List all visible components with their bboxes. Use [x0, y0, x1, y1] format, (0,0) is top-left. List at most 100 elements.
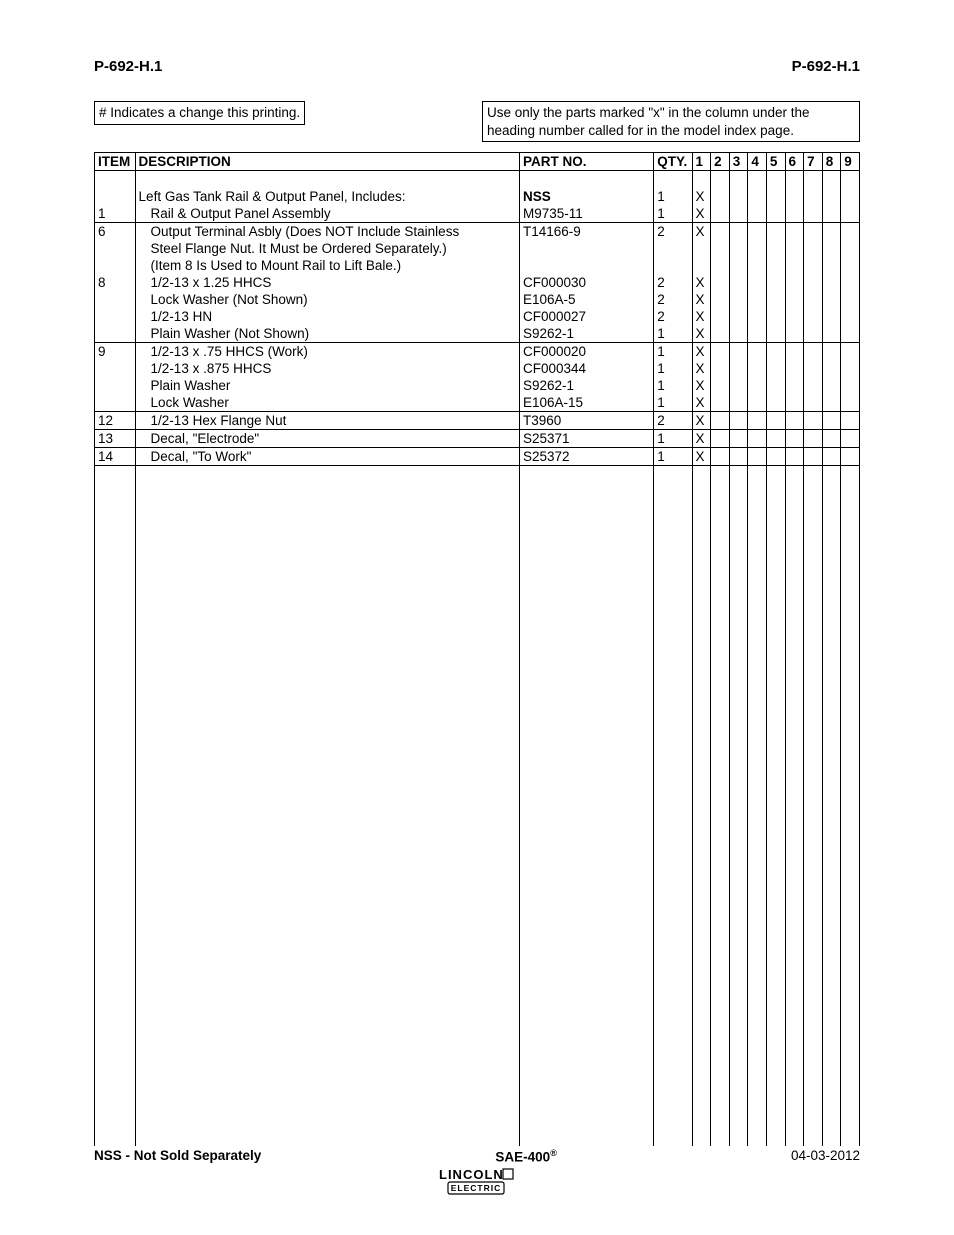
table-head: ITEM DESCRIPTION PART NO. QTY. 1 2 3 4 5… — [95, 153, 860, 171]
cell-mark-9 — [841, 377, 860, 394]
cell-mark-3 — [729, 274, 748, 291]
cell-mark-6 — [785, 223, 804, 241]
cell-mark-5 — [766, 171, 785, 189]
cell-mark-3 — [729, 257, 748, 274]
page-header: P-692-H.1 P-692-H.1 — [94, 58, 860, 75]
registered-icon: ® — [550, 1148, 557, 1158]
cell-qty: 2 — [654, 308, 692, 325]
cell-mark-4 — [748, 257, 767, 274]
cell-mark-5 — [766, 394, 785, 412]
table-row: Plain WasherS9262-11X — [95, 377, 860, 394]
cell-mark-9 — [841, 274, 860, 291]
cell-mark-3 — [729, 360, 748, 377]
parts-page: P-692-H.1 P-692-H.1 # Indicates a change… — [0, 0, 954, 1221]
cell-mark-4 — [748, 343, 767, 361]
cell-mark-8 — [822, 448, 841, 466]
cell-part-no — [519, 240, 653, 257]
cell-mark-1 — [692, 257, 711, 274]
table-row: 1Rail & Output Panel AssemblyM9735-111X — [95, 205, 860, 223]
cell-mark-7 — [804, 205, 823, 223]
filler-cell — [654, 466, 692, 1146]
cell-part-no: T14166-9 — [519, 223, 653, 241]
cell-mark-6 — [785, 394, 804, 412]
cell-mark-8 — [822, 343, 841, 361]
cell-part-no: S25372 — [519, 448, 653, 466]
cell-mark-7 — [804, 430, 823, 448]
cell-mark-9 — [841, 223, 860, 241]
cell-mark-6 — [785, 205, 804, 223]
col-7: 7 — [804, 153, 823, 171]
notes-row: # Indicates a change this printing. Use … — [94, 101, 860, 142]
cell-mark-5 — [766, 188, 785, 205]
cell-mark-5 — [766, 274, 785, 291]
cell-mark-7 — [804, 240, 823, 257]
cell-description: 1/2-13 x .875 HHCS — [135, 360, 519, 377]
cell-mark-8 — [822, 412, 841, 430]
cell-part-no: CF000027 — [519, 308, 653, 325]
col-item: ITEM — [95, 153, 136, 171]
cell-description: Rail & Output Panel Assembly — [135, 205, 519, 223]
table-row: Lock WasherE106A-151X — [95, 394, 860, 412]
cell-qty: 1 — [654, 205, 692, 223]
cell-mark-5 — [766, 343, 785, 361]
cell-mark-1 — [692, 240, 711, 257]
table-row: Left Gas Tank Rail & Output Panel, Inclu… — [95, 188, 860, 205]
cell-part-no: T3960 — [519, 412, 653, 430]
table-row: Lock Washer (Not Shown)E106A-52X — [95, 291, 860, 308]
cell-mark-7 — [804, 257, 823, 274]
cell-description: 1/2-13 Hex Flange Nut — [135, 412, 519, 430]
cell-mark-2 — [711, 394, 730, 412]
cell-mark-7 — [804, 274, 823, 291]
cell-mark-3 — [729, 205, 748, 223]
cell-mark-1: X — [692, 448, 711, 466]
cell-mark-5 — [766, 223, 785, 241]
footer-date: 04-03-2012 — [791, 1148, 860, 1163]
cell-item: 6 — [95, 223, 136, 241]
cell-mark-8 — [822, 257, 841, 274]
cell-item: 13 — [95, 430, 136, 448]
col-part: PART NO. — [519, 153, 653, 171]
cell-description: Steel Flange Nut. It Must be Ordered Sep… — [135, 240, 519, 257]
cell-mark-1: X — [692, 188, 711, 205]
cell-description: 1/2-13 x 1.25 HHCS — [135, 274, 519, 291]
cell-mark-4 — [748, 291, 767, 308]
cell-mark-9 — [841, 343, 860, 361]
cell-mark-8 — [822, 223, 841, 241]
header-left: P-692-H.1 — [94, 58, 162, 75]
cell-mark-6 — [785, 343, 804, 361]
cell-mark-3 — [729, 377, 748, 394]
cell-mark-2 — [711, 171, 730, 189]
cell-mark-6 — [785, 274, 804, 291]
cell-item — [95, 240, 136, 257]
col-2: 2 — [711, 153, 730, 171]
cell-mark-4 — [748, 448, 767, 466]
cell-item — [95, 394, 136, 412]
cell-mark-2 — [711, 188, 730, 205]
cell-mark-5 — [766, 377, 785, 394]
cell-mark-8 — [822, 377, 841, 394]
filler-cell — [748, 466, 767, 1146]
cell-qty: 2 — [654, 412, 692, 430]
cell-mark-7 — [804, 308, 823, 325]
table-row: 14Decal, "To Work"S253721X — [95, 448, 860, 466]
filler-cell — [95, 466, 136, 1146]
cell-mark-7 — [804, 223, 823, 241]
cell-mark-7 — [804, 448, 823, 466]
col-1: 1 — [692, 153, 711, 171]
cell-mark-4 — [748, 188, 767, 205]
filler-cell — [766, 466, 785, 1146]
table-row: 13Decal, "Electrode"S253711X — [95, 430, 860, 448]
col-3: 3 — [729, 153, 748, 171]
cell-mark-1: X — [692, 274, 711, 291]
cell-mark-6 — [785, 291, 804, 308]
footer-nss: NSS - Not Sold Separately — [94, 1148, 261, 1163]
cell-mark-8 — [822, 205, 841, 223]
cell-mark-4 — [748, 223, 767, 241]
page-footer: NSS - Not Sold Separately SAE-400® 04-03… — [94, 1148, 860, 1165]
cell-mark-3 — [729, 448, 748, 466]
cell-mark-9 — [841, 171, 860, 189]
cell-description: 1/2-13 x .75 HHCS (Work) — [135, 343, 519, 361]
table-row — [95, 171, 860, 189]
cell-mark-4 — [748, 308, 767, 325]
cell-part-no: CF000020 — [519, 343, 653, 361]
